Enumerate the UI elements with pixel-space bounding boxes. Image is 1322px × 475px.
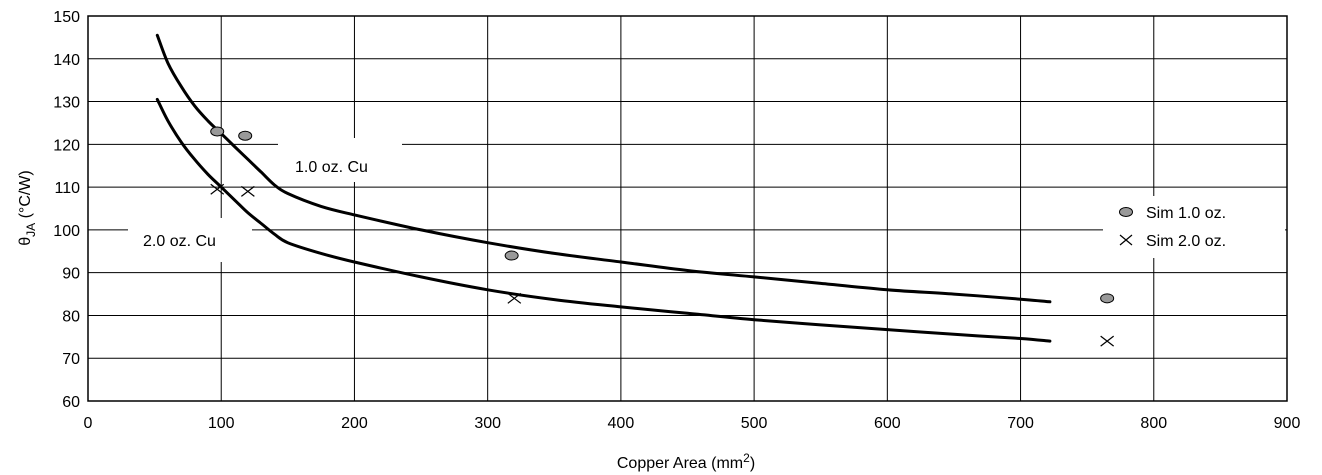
y-tick-labels: 60 70 80 90 100 110 120 130 140 150 <box>53 9 80 411</box>
y-tick-label: 90 <box>62 266 80 283</box>
y-tick-label: 70 <box>62 351 80 368</box>
y-axis-theta: θ <box>17 237 34 246</box>
legend-circle-marker <box>1119 207 1133 217</box>
sim-2oz-point <box>210 183 225 195</box>
x-tick-label: 100 <box>208 415 235 432</box>
sim-1oz-point <box>210 126 225 137</box>
series-label-2oz: 2.0 oz. Cu <box>143 233 216 250</box>
x-tick-label: 0 <box>84 415 93 432</box>
y-tick-label: 150 <box>53 9 80 26</box>
y-tick-label: 110 <box>54 180 80 197</box>
x-tick-label: 900 <box>1274 415 1301 432</box>
series-label-box-1oz <box>278 138 402 182</box>
legend-box <box>1103 196 1285 258</box>
sim-2oz-point <box>1100 335 1115 347</box>
grid <box>87 15 1288 402</box>
markers <box>210 126 1115 347</box>
x-tick-label: 700 <box>1007 415 1034 432</box>
series-line-2oz <box>155 97 1052 343</box>
sim-2oz-point <box>241 185 255 197</box>
x-tick-label: 300 <box>474 415 501 432</box>
x-tick-label: 500 <box>741 415 768 432</box>
plot-frame <box>87 15 1288 402</box>
x-tick-labels: 0 100 200 300 400 500 600 700 800 900 <box>84 415 1301 432</box>
y-tick-label: 60 <box>62 394 80 411</box>
legend-x-marker <box>1119 234 1133 246</box>
curves <box>155 33 1052 343</box>
x-tick-label: 800 <box>1140 415 1167 432</box>
y-tick-label: 80 <box>62 308 80 325</box>
series-label-box-2oz <box>128 218 252 262</box>
series-label-1oz: 1.0 oz. Cu <box>295 159 368 176</box>
sim-1oz-point <box>504 250 519 261</box>
x-axis-title-sup: 2 <box>743 451 750 465</box>
y-axis-unit: (°C/W) <box>17 170 34 223</box>
y-tick-label: 140 <box>53 52 80 69</box>
x-axis-title: Copper Area (mm2) <box>617 451 755 472</box>
legend-label-sim-1oz: Sim 1.0 oz. <box>1146 205 1226 222</box>
y-tick-label: 100 <box>53 223 80 240</box>
x-axis-title-end: ) <box>750 455 755 472</box>
x-tick-label: 200 <box>341 415 368 432</box>
sim-1oz-point <box>1100 293 1115 304</box>
series-line-1oz <box>155 33 1052 304</box>
legend-label-sim-2oz: Sim 2.0 oz. <box>1146 233 1226 250</box>
x-tick-label: 600 <box>874 415 901 432</box>
sim-2oz-point <box>507 292 522 304</box>
y-axis-title: θJA (°C/W) <box>17 170 38 246</box>
x-tick-label: 400 <box>608 415 635 432</box>
y-tick-label: 130 <box>53 95 80 112</box>
y-axis-sub: JA <box>24 223 38 237</box>
x-axis-title-main: Copper Area (mm <box>617 455 743 472</box>
y-tick-label: 120 <box>53 137 80 154</box>
sim-1oz-point <box>238 130 253 141</box>
